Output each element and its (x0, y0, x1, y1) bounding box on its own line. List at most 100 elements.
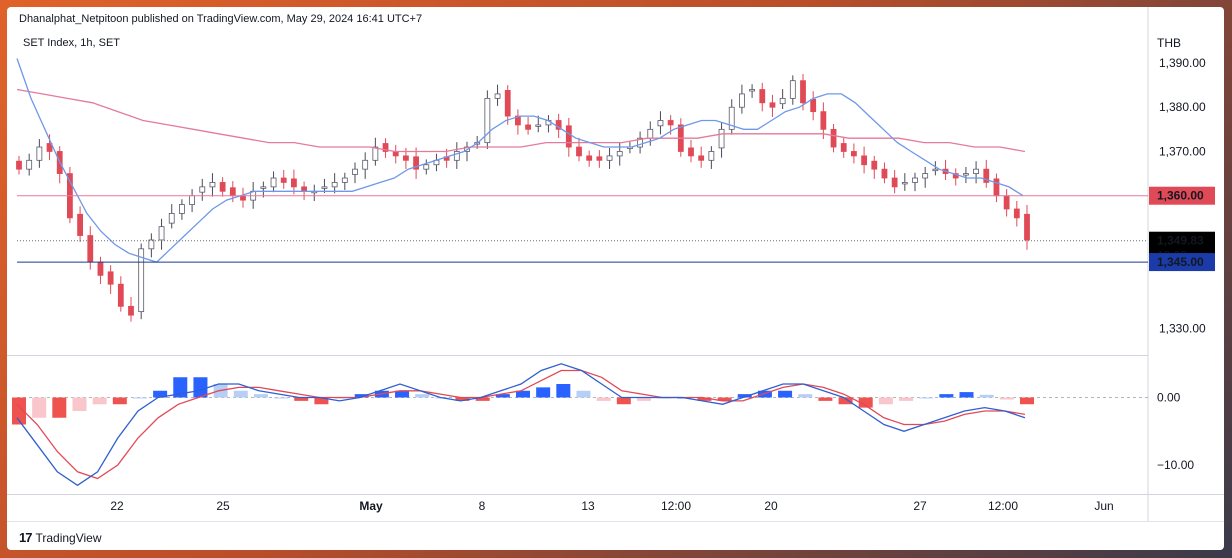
candle[interactable] (87, 235, 94, 263)
candle[interactable] (209, 182, 216, 188)
candle[interactable] (219, 182, 226, 192)
candle[interactable] (199, 186, 206, 193)
macd-histogram-bar (12, 397, 26, 425)
candle[interactable] (891, 177, 898, 188)
candle[interactable] (698, 155, 705, 161)
resistance-price-tag: 1,360.00 (1157, 189, 1204, 203)
candle[interactable] (138, 248, 145, 313)
candle[interactable] (637, 137, 643, 148)
candle[interactable] (993, 178, 1000, 197)
candle[interactable] (789, 80, 796, 99)
candle[interactable] (586, 155, 593, 161)
candle[interactable] (576, 146, 582, 157)
candle[interactable] (779, 97, 786, 105)
price-tick-label: 1,370.00 (1159, 144, 1206, 158)
candle[interactable] (810, 98, 817, 113)
candle[interactable] (912, 177, 918, 183)
candle[interactable] (749, 89, 755, 92)
candle[interactable] (291, 178, 297, 188)
candle[interactable] (830, 128, 837, 148)
candle[interactable] (413, 156, 419, 170)
candle[interactable] (362, 159, 369, 170)
candle[interactable] (871, 160, 878, 170)
tradingview-logo-icon[interactable]: 17 (19, 530, 33, 545)
candle[interactable] (280, 177, 287, 183)
symbol-label[interactable]: SET Index, 1h, SET (23, 37, 121, 49)
candle[interactable] (973, 168, 979, 174)
candle[interactable] (769, 102, 776, 108)
candle[interactable] (525, 124, 531, 130)
candle[interactable] (107, 271, 114, 285)
candle[interactable] (229, 187, 236, 197)
brand-label[interactable]: TradingView (35, 530, 102, 545)
candle[interactable] (535, 124, 542, 127)
candle[interactable] (321, 186, 328, 189)
candle[interactable] (97, 261, 104, 276)
candle[interactable] (1013, 208, 1020, 219)
chart-card: Dhanalphat_Netpitoon published on Tradin… (7, 7, 1224, 550)
macd-histogram-bar (899, 397, 914, 401)
candle[interactable] (881, 168, 888, 179)
candle[interactable] (647, 128, 654, 139)
candle[interactable] (189, 195, 195, 205)
candle[interactable] (117, 283, 124, 307)
candle[interactable] (46, 143, 53, 152)
candle[interactable] (739, 93, 745, 108)
candle[interactable] (260, 186, 267, 189)
candle[interactable] (596, 156, 603, 161)
candle[interactable] (1003, 195, 1010, 210)
candle[interactable] (515, 115, 521, 126)
candle[interactable] (983, 168, 990, 183)
candle[interactable] (759, 89, 766, 104)
candle[interactable] (36, 146, 43, 161)
candle[interactable] (932, 168, 939, 172)
candle[interactable] (1024, 213, 1030, 241)
macd-histogram-bar (233, 390, 248, 398)
macd-histogram-bar (697, 397, 712, 401)
candle[interactable] (851, 151, 857, 157)
candle[interactable] (372, 146, 379, 161)
candle[interactable] (453, 151, 460, 161)
candle[interactable] (504, 90, 511, 117)
candle[interactable] (708, 151, 715, 161)
candle[interactable] (403, 155, 409, 161)
chart-canvas[interactable]: 1,390.00 1,380.00 1,370.00 1,330.00 0.00 −10.… (7, 7, 1224, 550)
candle[interactable] (240, 195, 246, 201)
candle[interactable] (922, 173, 929, 179)
macd-histogram-bar (193, 377, 208, 398)
currency-label[interactable]: THB (1157, 36, 1181, 50)
candle[interactable] (667, 120, 674, 126)
candle[interactable] (820, 111, 827, 130)
candle[interactable] (16, 160, 22, 170)
candle[interactable] (77, 213, 83, 236)
candle[interactable] (168, 213, 175, 224)
candle[interactable] (352, 168, 358, 175)
candle[interactable] (728, 106, 735, 130)
time-axis-label: Jun (1094, 499, 1113, 513)
candle[interactable] (423, 164, 430, 170)
candle[interactable] (800, 80, 806, 104)
candle[interactable] (128, 305, 134, 316)
candle[interactable] (840, 143, 847, 152)
candle[interactable] (484, 97, 491, 144)
candle[interactable] (158, 226, 165, 241)
candle[interactable] (341, 177, 348, 183)
candle[interactable] (688, 147, 694, 157)
candle[interactable] (963, 173, 969, 176)
candle[interactable] (606, 155, 613, 161)
candle[interactable] (861, 155, 867, 166)
candle[interactable] (301, 186, 307, 192)
candle[interactable] (382, 143, 389, 152)
candle[interactable] (718, 128, 725, 149)
candle[interactable] (616, 151, 623, 157)
candle[interactable] (901, 182, 908, 185)
candle[interactable] (331, 182, 338, 188)
candle[interactable] (270, 177, 277, 188)
candle[interactable] (179, 204, 185, 214)
candle[interactable] (565, 125, 572, 148)
candle[interactable] (148, 239, 155, 250)
candle[interactable] (494, 93, 501, 99)
candle[interactable] (657, 120, 664, 127)
macd-histogram-bar (1020, 397, 1034, 405)
candle[interactable] (26, 159, 33, 170)
